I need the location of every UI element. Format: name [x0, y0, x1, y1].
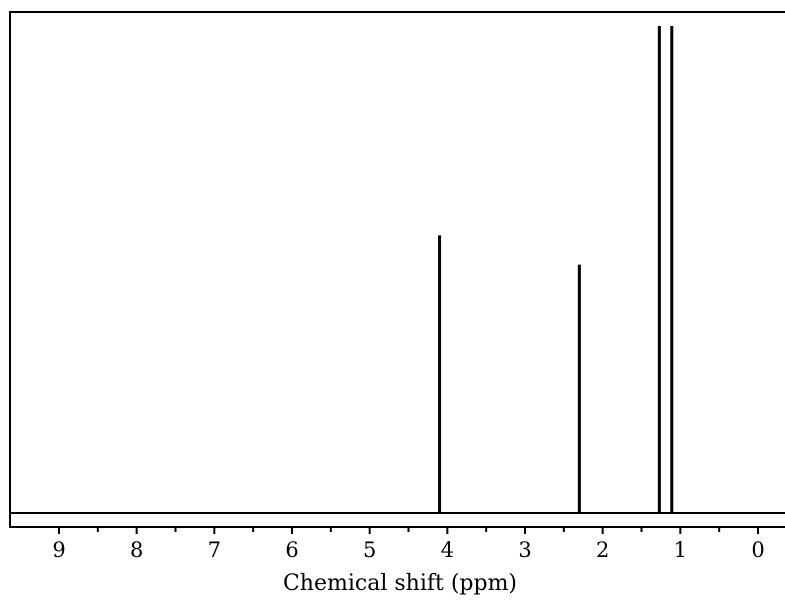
x-tick-label-7: 2: [596, 538, 609, 562]
x-tick-label-8: 1: [674, 538, 687, 562]
x-tick-label-4: 5: [363, 538, 376, 562]
x-tick-label-0: 9: [52, 538, 65, 562]
plot-frame: [9, 11, 785, 528]
x-tick-label-3: 6: [285, 538, 298, 562]
peak-group: [438, 26, 674, 513]
x-tick-label-5: 4: [441, 538, 454, 562]
x-axis-ticks: [58, 527, 759, 534]
x-axis-tick-labels: 9 8 7 6 5 4 3 2 1 0: [52, 538, 764, 562]
x-tick-label-2: 7: [208, 538, 221, 562]
x-tick-label-9: 0: [751, 538, 764, 562]
x-tick-label-1: 8: [130, 538, 143, 562]
x-tick-label-6: 3: [518, 538, 531, 562]
x-axis-title: Chemical shift (ppm): [283, 571, 517, 596]
